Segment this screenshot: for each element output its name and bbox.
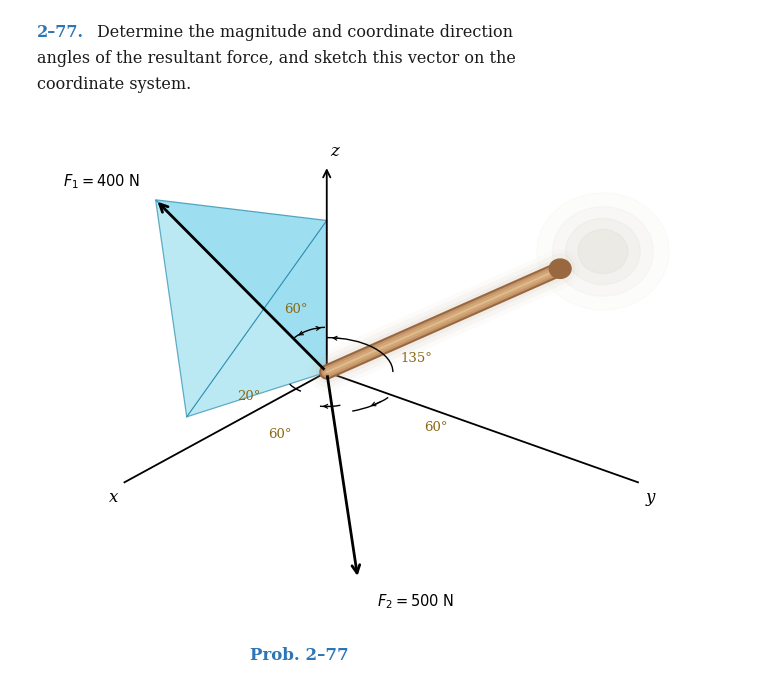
Text: x: x xyxy=(109,489,118,506)
Text: 20°: 20° xyxy=(237,389,261,402)
Text: angles of the resultant force, and sketch this vector on the: angles of the resultant force, and sketc… xyxy=(37,50,517,68)
Polygon shape xyxy=(156,200,327,417)
Text: z: z xyxy=(331,143,339,160)
Circle shape xyxy=(549,259,571,278)
Text: coordinate system.: coordinate system. xyxy=(37,76,191,94)
Circle shape xyxy=(566,218,640,285)
Text: $F_1 = 400\ \mathrm{N}$: $F_1 = 400\ \mathrm{N}$ xyxy=(63,172,140,191)
Circle shape xyxy=(552,207,654,296)
Polygon shape xyxy=(156,200,327,372)
Text: 60°: 60° xyxy=(268,427,292,440)
Text: 2–77.: 2–77. xyxy=(37,24,84,41)
Text: 135°: 135° xyxy=(401,351,433,364)
Text: 60°: 60° xyxy=(424,420,447,433)
Text: Determine the magnitude and coordinate direction: Determine the magnitude and coordinate d… xyxy=(97,24,513,41)
Text: $F_2 = 500\ \mathrm{N}$: $F_2 = 500\ \mathrm{N}$ xyxy=(377,593,454,611)
Text: 60°: 60° xyxy=(284,303,307,316)
Text: y: y xyxy=(646,489,655,506)
Circle shape xyxy=(578,229,628,274)
Text: Prob. 2–77: Prob. 2–77 xyxy=(251,647,349,664)
Circle shape xyxy=(537,193,669,310)
